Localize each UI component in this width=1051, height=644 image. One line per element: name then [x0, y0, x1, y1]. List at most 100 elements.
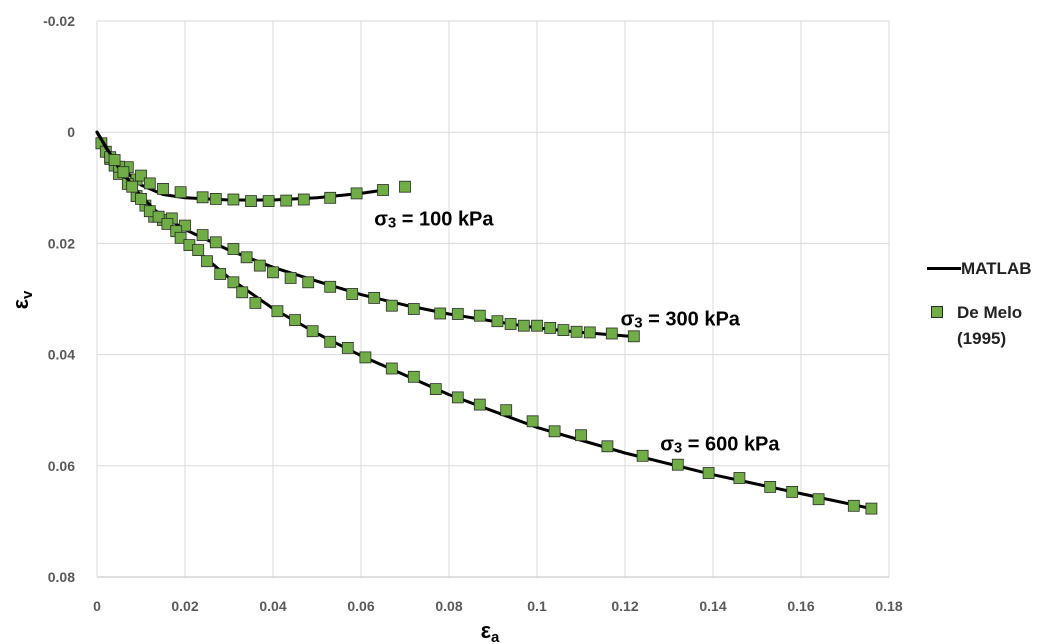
data-point	[192, 244, 205, 257]
data-point	[429, 383, 442, 396]
data-point	[575, 429, 587, 442]
data-point	[135, 192, 147, 205]
y-tick-label: 0.08	[48, 569, 75, 585]
x-axis-title: εa	[481, 618, 500, 644]
data-point	[240, 251, 253, 264]
x-tick-label: 0.18	[875, 598, 902, 614]
data-point	[671, 458, 684, 471]
data-point	[377, 184, 389, 196]
data-point	[407, 370, 420, 383]
data-point	[253, 259, 266, 272]
data-point	[434, 307, 447, 320]
data-point	[245, 195, 257, 208]
legend-marker-swatch	[931, 306, 943, 318]
annotation-label: σ3 = 100 kPa	[374, 208, 494, 231]
data-point	[324, 191, 337, 204]
data-point	[350, 187, 363, 200]
x-tick-label: 0.16	[787, 598, 814, 614]
data-point	[531, 319, 543, 332]
data-point	[196, 191, 209, 204]
data-point	[174, 186, 187, 199]
x-tick-label: 0.08	[435, 598, 462, 614]
data-point	[491, 315, 504, 328]
y-tick-label: 0.02	[48, 235, 75, 251]
data-point	[108, 154, 121, 166]
data-point	[500, 404, 513, 417]
data-point	[359, 351, 372, 364]
legend-item-de-melo: De Melo (1995)	[927, 300, 1051, 352]
data-point	[865, 502, 878, 515]
data-point	[385, 299, 398, 312]
data-point	[227, 276, 240, 289]
legend-line-swatch	[927, 267, 961, 270]
data-point	[196, 229, 209, 242]
data-point	[227, 193, 240, 206]
data-point	[324, 280, 337, 293]
data-point	[702, 467, 715, 479]
data-point	[143, 177, 156, 190]
x-tick-label: 0	[93, 598, 101, 614]
annotations: σ3 = 100 kPa σ3 = 300 kPa σ3 = 600 kPa	[374, 208, 780, 456]
data-point	[249, 296, 262, 309]
data-point	[201, 255, 213, 268]
data-point	[209, 192, 222, 205]
data-point	[473, 309, 486, 322]
data-point	[504, 318, 517, 330]
y-tick-labels: -0.02 0 0.02 0.04 0.06 0.08	[43, 13, 75, 585]
y-tick-label: 0.06	[48, 458, 75, 474]
data-point	[570, 325, 583, 338]
data-point	[847, 499, 860, 512]
annotation-label: σ3 = 600 kPa	[660, 434, 780, 457]
data-point	[297, 193, 310, 206]
data-point	[544, 321, 557, 334]
data-point	[289, 314, 301, 327]
data-point	[786, 485, 799, 498]
data-point	[280, 194, 293, 207]
data-point	[601, 440, 614, 453]
model-line	[95, 130, 873, 511]
data-point	[451, 391, 464, 404]
data-point	[117, 166, 130, 179]
axes	[96, 21, 889, 578]
x-tick-label: 0.04	[259, 598, 286, 614]
data-point	[271, 305, 284, 318]
legend-label-de-melo: De Melo (1995)	[957, 303, 1023, 348]
data-point	[135, 169, 147, 182]
annotation-label: σ3 = 300 kPa	[621, 308, 741, 331]
data-point	[385, 362, 398, 375]
data-point	[517, 319, 530, 332]
data-point	[236, 286, 249, 299]
data-point	[733, 472, 746, 484]
data-point	[764, 480, 777, 493]
data-point	[627, 330, 640, 343]
data-point	[636, 449, 649, 462]
data-series	[95, 130, 878, 515]
data-point	[451, 308, 464, 320]
x-tick-label: 0.1	[527, 598, 547, 614]
data-point	[214, 268, 227, 280]
y-axis-title: εv	[8, 290, 36, 309]
data-point	[605, 327, 618, 340]
data-point	[227, 243, 240, 255]
data-point	[346, 288, 359, 300]
data-point	[157, 182, 169, 195]
data-point	[812, 493, 825, 506]
data-point	[548, 425, 561, 438]
data-point	[209, 236, 222, 249]
data-point	[152, 210, 165, 223]
data-point	[583, 326, 596, 339]
data-point	[557, 324, 570, 337]
y-tick-label: 0.04	[48, 347, 75, 363]
data-point	[526, 415, 539, 428]
legend: MATLAB De Melo (1995)	[927, 256, 1051, 352]
data-point	[284, 271, 297, 284]
data-point	[407, 303, 420, 315]
series-group	[95, 130, 878, 515]
grid-lines	[96, 20, 890, 578]
data-point	[302, 276, 315, 289]
y-tick-label: -0.02	[43, 13, 75, 29]
legend-label-matlab: MATLAB	[961, 259, 1032, 278]
x-tick-label: 0.06	[347, 598, 374, 614]
model-line	[95, 130, 389, 202]
